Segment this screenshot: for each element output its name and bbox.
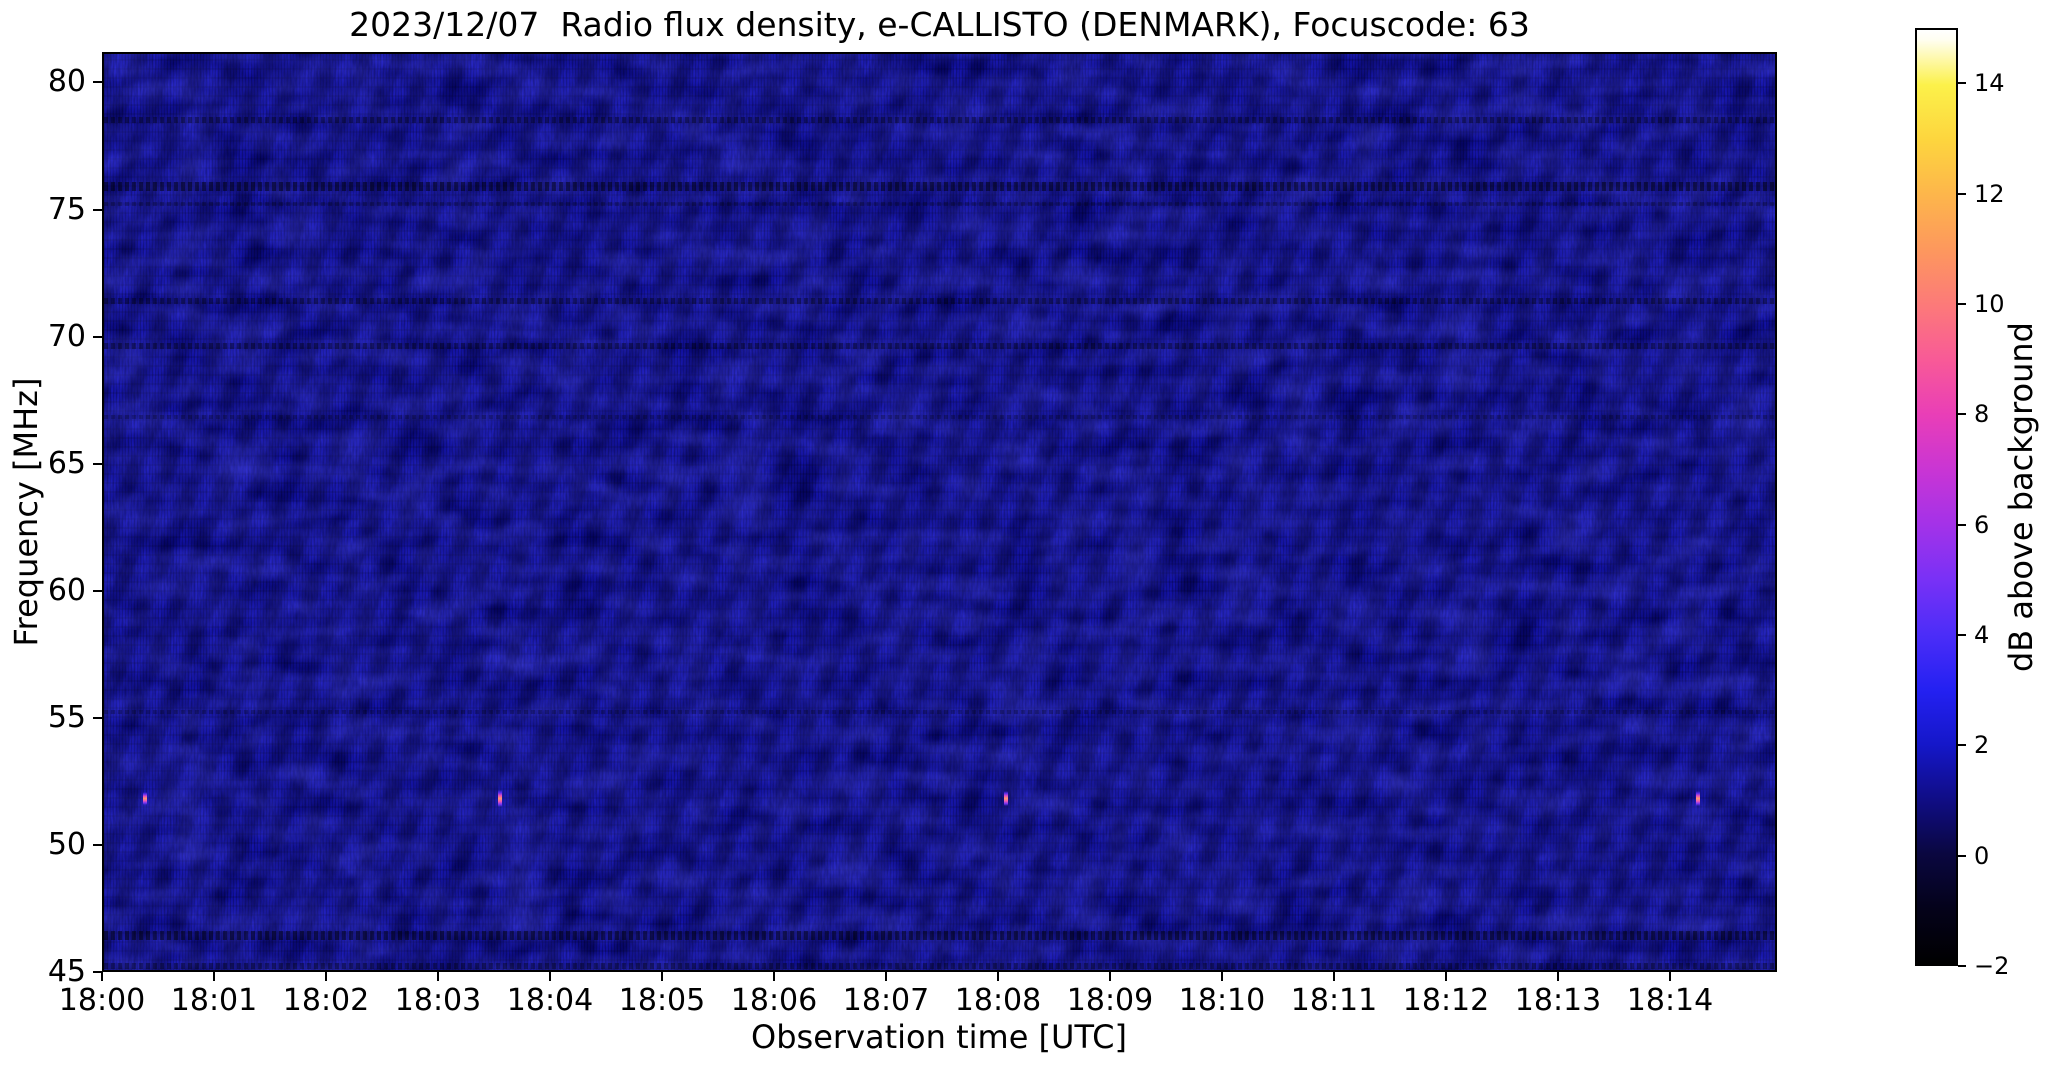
interference-band (104, 181, 1775, 191)
y-tick-mark (93, 843, 102, 846)
colorbar-tick-label: 0 (1974, 841, 1990, 870)
y-tick-mark (93, 208, 102, 211)
y-tick-label: 80 (47, 64, 86, 100)
y-tick-label: 60 (47, 572, 86, 608)
plot-area (102, 52, 1777, 972)
spectrogram-heatmap (104, 54, 1775, 970)
colorbar (1915, 28, 1958, 966)
y-tick-label: 75 (47, 191, 86, 227)
x-tick-mark (101, 972, 103, 981)
interference-band (104, 117, 1775, 124)
interference-bands-layer (104, 54, 1775, 970)
y-tick-label: 50 (47, 826, 86, 862)
interference-band (104, 415, 1775, 420)
y-tick-label: 45 (47, 954, 86, 989)
colorbar-tick-mark (1958, 192, 1966, 195)
colorbar-tick-label: 14 (1974, 69, 2005, 98)
x-axis-label: Observation time [UTC] (751, 1018, 1127, 1056)
interference-band (104, 710, 1775, 715)
colorbar-tick-mark (1958, 82, 1966, 85)
colorbar-tick-mark (1958, 633, 1966, 636)
colorbar-label: dB above background (2002, 322, 2040, 672)
colorbar-tick-label: 4 (1974, 620, 1990, 649)
colorbar-tick-mark (1958, 965, 1966, 967)
y-tick-label: 55 (47, 699, 86, 735)
y-tick-mark (93, 335, 102, 338)
x-tick-mark (437, 972, 439, 981)
colorbar-tick-label: 12 (1974, 179, 2005, 208)
x-tick-label: 18:05 (618, 983, 706, 1018)
x-tick-label: 18:02 (282, 983, 370, 1018)
interference-band (104, 297, 1775, 304)
burst-marker (143, 792, 148, 806)
y-tick-mark (93, 462, 102, 465)
colorbar-tick-mark (1958, 413, 1966, 416)
colorbar-tick-label: 10 (1974, 289, 2005, 318)
colorbar-tick-mark (1958, 302, 1966, 305)
x-tick-label: 18:01 (170, 983, 258, 1018)
x-tick-label: 18:08 (954, 983, 1042, 1018)
x-tick-mark (1221, 972, 1223, 981)
colorbar-tick-label: 2 (1974, 731, 1990, 760)
x-tick-label: 18:04 (506, 983, 594, 1018)
interference-band (104, 201, 1775, 206)
burst-marker (497, 790, 502, 808)
x-tick-label: 18:10 (1178, 983, 1266, 1018)
x-tick-label: 18:06 (730, 983, 818, 1018)
colorbar-tick-mark (1958, 854, 1966, 857)
x-tick-label: 18:09 (1066, 983, 1154, 1018)
x-tick-mark (549, 972, 551, 981)
x-tick-mark (661, 972, 663, 981)
interference-band (104, 963, 1775, 970)
x-tick-label: 18:11 (1290, 983, 1378, 1018)
colorbar-tick-label: 8 (1974, 400, 1990, 429)
x-tick-label: 18:07 (842, 983, 930, 1018)
interference-band (104, 931, 1775, 941)
x-tick-mark (885, 972, 887, 981)
x-tick-label: 18:14 (1626, 983, 1714, 1018)
burst-marker (1003, 791, 1008, 807)
y-tick-label: 65 (47, 445, 86, 481)
x-tick-mark (1445, 972, 1447, 981)
y-tick-mark (93, 971, 102, 973)
x-tick-mark (1109, 972, 1111, 981)
y-tick-label: 70 (47, 318, 86, 354)
burst-marker (1696, 791, 1701, 807)
x-tick-mark (325, 972, 327, 981)
interference-band (104, 343, 1775, 350)
x-tick-mark (213, 972, 215, 981)
colorbar-tick-label: −2 (1974, 952, 2010, 980)
colorbar-tick-mark (1958, 523, 1966, 526)
y-tick-mark (93, 716, 102, 719)
x-tick-label: 18:00 (58, 983, 146, 1018)
chart-title: 2023/12/07 Radio flux density, e-CALLIST… (349, 5, 1530, 44)
x-tick-mark (1669, 972, 1671, 981)
y-tick-mark (93, 81, 102, 84)
y-tick-mark (93, 589, 102, 592)
burst-markers-layer (104, 54, 1775, 970)
x-tick-mark (773, 972, 775, 981)
x-tick-label: 18:12 (1402, 983, 1490, 1018)
x-tick-mark (997, 972, 999, 981)
x-tick-label: 18:03 (394, 983, 482, 1018)
x-tick-label: 18:13 (1514, 983, 1602, 1018)
x-tick-mark (1333, 972, 1335, 981)
colorbar-tick-label: 6 (1974, 510, 1990, 539)
colorbar-tick-mark (1958, 744, 1966, 747)
x-tick-mark (1557, 972, 1559, 981)
